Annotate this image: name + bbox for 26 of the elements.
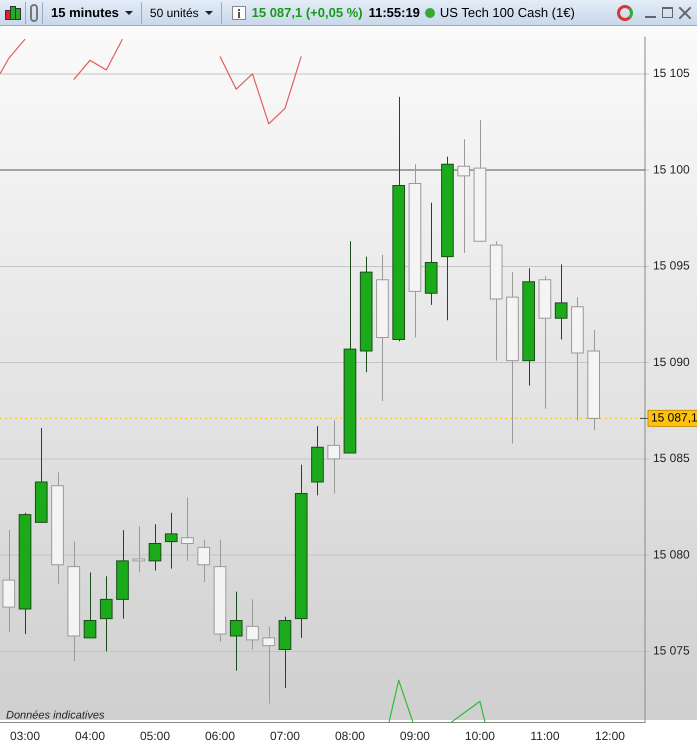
ref-line-label: 15 087,1 [651,410,697,425]
y-tick-label: 15 100 [653,162,690,176]
y-tick-label: 15 085 [653,451,690,466]
x-tick-label: 04:00 [74,729,106,744]
y-tick-label: 15 095 [653,258,690,273]
y-tick-label: 15 080 [653,547,690,562]
x-tick-label: 06:00 [204,729,236,744]
y-tick-label: 15 075 [653,644,690,658]
text: 15 minutes [51,5,119,20]
x-tick-label: 12:00 [594,729,626,744]
x-tick-label: 10:00 [464,729,496,744]
candlestick [148,524,162,572]
x-tick-label: 03:00 [10,729,40,744]
annotation: Données indicatives [6,710,105,722]
y-tick-label: 15 090 [653,354,690,369]
y-tick-label: 15 105 [653,66,690,80]
x-tick-label: 08:00 [334,729,366,744]
text: 11:55:19 [368,5,420,20]
x-tick-label: 11:00 [530,729,560,744]
text: 15 087,1 (+0,05 %) [252,5,363,20]
x-tick-label: 07:00 [270,729,300,744]
text: 50 unités [150,6,199,20]
candlestick [84,572,96,638]
x-tick-label: 05:00 [140,729,170,744]
text: US Tech 100 Cash (1€) [440,5,575,20]
x-tick-label: 09:00 [400,729,430,744]
